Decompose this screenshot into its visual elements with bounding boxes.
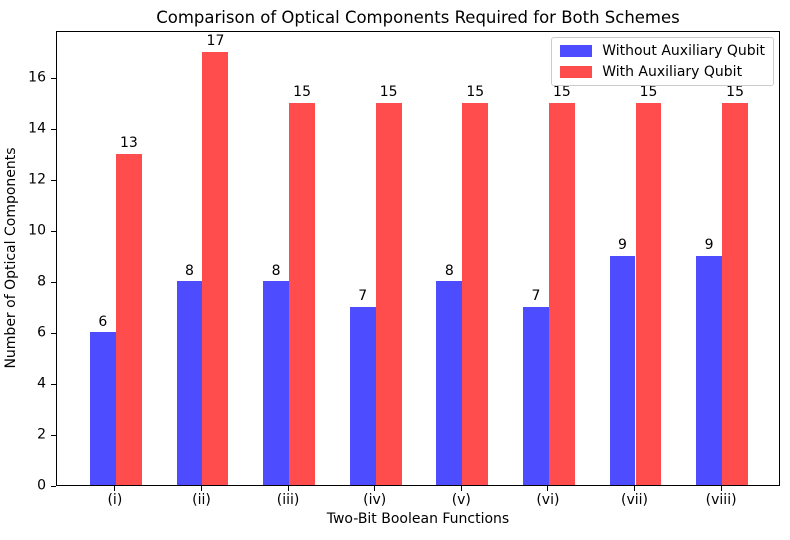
bar-value-label: 8 <box>185 262 194 279</box>
x-tick-mark <box>547 486 549 491</box>
y-tick-label: 2 <box>37 426 46 443</box>
bar-with-auxiliary <box>548 102 575 485</box>
x-tick-mark <box>720 486 722 491</box>
bar-with-auxiliary <box>722 102 749 485</box>
bar-with-auxiliary <box>462 102 489 485</box>
bar-value-label: 7 <box>531 288 541 305</box>
bar-without-auxiliary <box>609 255 636 485</box>
y-tick-label: 16 <box>28 69 46 86</box>
bar-value-label: 7 <box>358 288 368 305</box>
bar-without-auxiliary <box>436 281 463 485</box>
legend-label-with-auxiliary: With Auxiliary Qubit <box>602 64 743 80</box>
legend-item-with-auxiliary: With Auxiliary Qubit <box>560 64 765 80</box>
x-tick-label: (vii) <box>621 492 648 508</box>
bar-with-auxiliary <box>202 51 229 485</box>
x-tick-mark <box>374 486 376 491</box>
bar-value-label: 15 <box>639 84 658 101</box>
bar-without-auxiliary <box>696 255 723 485</box>
bar-value-label: 13 <box>119 135 138 152</box>
bar-value-label: 9 <box>618 237 627 254</box>
plot-area: 6 13 8 17 8 15 7 15 8 15 7 15 9 15 9 15 Without Auxilia… <box>56 31 780 486</box>
bar-with-auxiliary <box>289 102 316 485</box>
bar-value-label: 6 <box>98 313 108 330</box>
bar-with-auxiliary <box>375 102 402 485</box>
bar-without-auxiliary <box>522 306 549 485</box>
y-tick-label: 0 <box>37 477 46 494</box>
x-tick-label: (ii) <box>192 492 211 508</box>
bar-value-label: 8 <box>271 262 281 279</box>
bar-value-label: 15 <box>726 84 745 101</box>
x-tick-mark <box>200 486 202 491</box>
bar-value-label: 15 <box>552 84 571 101</box>
bar-value-label: 8 <box>444 262 454 279</box>
bar-with-auxiliary <box>635 102 662 485</box>
bar-with-auxiliary <box>115 153 142 485</box>
y-axis-label: Number of Optical Components <box>3 147 19 369</box>
x-tick-label: (vi) <box>536 492 560 508</box>
bar-value-label: 9 <box>704 237 714 254</box>
bar-value-label: 15 <box>379 84 398 101</box>
legend-label-without-auxiliary: Without Auxiliary Qubit <box>602 43 765 59</box>
bar-value-label: 15 <box>293 84 311 101</box>
x-tick-label: (i) <box>107 492 123 508</box>
x-tick-mark <box>634 486 635 491</box>
chart-title: Comparison of Optical Components Require… <box>156 8 680 27</box>
legend-item-without-auxiliary: Without Auxiliary Qubit <box>560 43 765 59</box>
x-tick-mark <box>114 486 116 491</box>
bar-value-label: 17 <box>206 33 225 50</box>
x-tick-mark <box>460 486 462 491</box>
legend-swatch-without-auxiliary <box>560 45 593 57</box>
x-tick-label: (iv) <box>363 492 387 508</box>
bar-without-auxiliary <box>263 281 290 485</box>
bars-layer: 6 13 8 17 8 15 7 15 8 15 7 15 9 15 9 15 <box>57 32 779 485</box>
x-axis-label: Two-Bit Boolean Functions <box>326 511 510 527</box>
bar-without-auxiliary <box>349 306 376 485</box>
bar-without-auxiliary <box>176 281 203 485</box>
y-tick-label: 4 <box>37 375 46 392</box>
y-tick-label: 14 <box>28 120 46 137</box>
x-tick-label: (viii) <box>705 492 737 508</box>
bar-without-auxiliary <box>89 332 116 485</box>
bar-value-label: 15 <box>466 84 485 101</box>
x-tick-label: (v) <box>451 492 471 508</box>
legend-swatch-with-auxiliary <box>560 66 593 78</box>
x-tick-mark <box>287 486 289 491</box>
x-tick-label: (iii) <box>276 492 300 508</box>
legend: Without Auxiliary Qubit With Auxiliary Q… <box>551 37 774 86</box>
